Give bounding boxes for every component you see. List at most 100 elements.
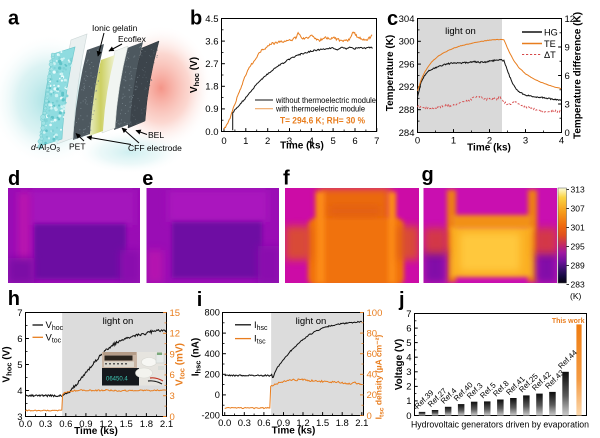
svg-text:4: 4 — [406, 353, 411, 364]
svg-text:c: c — [387, 8, 398, 30]
svg-text:T= 294.6 K; RH= 30 %: T= 294.6 K; RH= 30 % — [280, 115, 365, 125]
svg-text:0.9: 0.9 — [79, 419, 92, 430]
svg-text:313: 313 — [571, 185, 585, 195]
svg-text:7: 7 — [374, 136, 379, 147]
svg-text:295: 295 — [571, 242, 585, 252]
svg-text:without thermoelectric module: without thermoelectric module — [275, 96, 376, 105]
svg-text:Time (ks): Time (ks) — [467, 143, 511, 154]
svg-text:light on: light on — [445, 26, 476, 37]
svg-text:Vhoc (V): Vhoc (V) — [2, 346, 14, 382]
svg-text:200: 200 — [205, 370, 220, 380]
svg-text:12: 12 — [170, 329, 181, 340]
svg-text:6: 6 — [565, 71, 570, 82]
svg-text:light on: light on — [103, 316, 134, 327]
svg-text:Ecoflex: Ecoflex — [118, 34, 147, 44]
svg-text:Vhoc: Vhoc — [46, 320, 64, 332]
svg-text:7: 7 — [17, 308, 22, 319]
svg-text:HG: HG — [544, 27, 558, 37]
svg-text:d-Al2O3: d-Al2O3 — [31, 142, 60, 154]
svg-text:307: 307 — [571, 204, 585, 214]
svg-text:g: g — [422, 164, 434, 186]
svg-text:j: j — [398, 289, 405, 311]
svg-text:0: 0 — [415, 136, 420, 147]
svg-text:3.6: 3.6 — [205, 36, 218, 47]
svg-text:20: 20 — [367, 390, 378, 401]
svg-text:ΔT: ΔT — [544, 50, 556, 60]
svg-text:Ref.44: Ref.44 — [556, 348, 579, 371]
svg-text:Ionic gelatin: Ionic gelatin — [92, 23, 138, 33]
svg-text:60: 60 — [367, 349, 378, 360]
svg-text:283: 283 — [571, 280, 585, 290]
svg-text:6: 6 — [406, 323, 411, 334]
svg-text:1: 1 — [243, 136, 248, 147]
svg-text:80: 80 — [367, 328, 378, 339]
svg-text:4: 4 — [17, 386, 22, 397]
svg-text:This work: This work — [552, 318, 585, 325]
svg-text:0.9: 0.9 — [205, 104, 218, 115]
svg-text:-200: -200 — [202, 411, 220, 421]
svg-text:h: h — [8, 288, 20, 310]
svg-text:Vhoc (V): Vhoc (V) — [189, 57, 201, 93]
svg-text:Vtoc (mV): Vtoc (mV) — [175, 343, 187, 386]
svg-text:0: 0 — [215, 390, 220, 400]
svg-text:4: 4 — [559, 136, 564, 147]
svg-text:288: 288 — [399, 105, 415, 116]
svg-text:1: 1 — [406, 396, 411, 407]
svg-text:0: 0 — [170, 412, 175, 423]
svg-text:1.8: 1.8 — [336, 418, 349, 429]
svg-text:Temperature difference (K): Temperature difference (K) — [573, 12, 584, 139]
svg-text:1.2: 1.2 — [99, 419, 112, 430]
svg-text:1.5: 1.5 — [316, 418, 329, 429]
svg-text:296: 296 — [399, 59, 415, 70]
svg-text:0.9: 0.9 — [277, 418, 290, 429]
svg-text:6: 6 — [170, 370, 175, 381]
svg-text:0: 0 — [565, 128, 570, 139]
svg-text:9: 9 — [565, 42, 570, 53]
svg-text:0: 0 — [221, 136, 226, 147]
svg-text:Vtoc: Vtoc — [46, 332, 62, 344]
svg-text:i: i — [197, 289, 203, 311]
svg-text:2: 2 — [487, 136, 492, 147]
svg-text:3: 3 — [523, 136, 528, 147]
svg-text:0.3: 0.3 — [39, 419, 52, 430]
svg-text:0: 0 — [406, 411, 411, 422]
svg-text:3: 3 — [406, 367, 411, 378]
svg-text:0.6: 0.6 — [257, 418, 270, 429]
svg-text:0.3: 0.3 — [238, 418, 251, 429]
svg-text:d: d — [8, 168, 20, 190]
svg-text:with thermoelectric module: with thermoelectric module — [275, 105, 365, 114]
svg-text:Temperature (K): Temperature (K) — [385, 35, 396, 112]
svg-text:a: a — [8, 8, 20, 30]
svg-text:f: f — [283, 168, 290, 190]
svg-text:284: 284 — [399, 128, 415, 139]
svg-text:289: 289 — [571, 261, 585, 271]
svg-text:Voltage (V): Voltage (V) — [394, 339, 405, 390]
svg-text:06450.4: 06450.4 — [106, 377, 128, 383]
svg-text:2.1: 2.1 — [160, 419, 173, 430]
svg-text:1.2: 1.2 — [296, 418, 309, 429]
svg-text:2.1: 2.1 — [355, 418, 368, 429]
svg-text:15: 15 — [170, 308, 181, 319]
svg-text:light on: light on — [296, 316, 327, 327]
svg-text:1: 1 — [451, 136, 456, 147]
svg-text:3: 3 — [287, 136, 292, 147]
svg-text:0.0: 0.0 — [205, 127, 218, 138]
svg-text:BEL: BEL — [148, 130, 164, 140]
svg-text:1.8: 1.8 — [205, 82, 218, 93]
svg-text:Time (ks): Time (ks) — [280, 141, 324, 152]
svg-text:1.5: 1.5 — [120, 419, 133, 430]
svg-text:292: 292 — [399, 82, 415, 93]
svg-text:Itsc density (µA cm⁻²): Itsc density (µA cm⁻²) — [374, 335, 386, 420]
svg-text:4: 4 — [309, 136, 314, 147]
svg-text:5: 5 — [406, 338, 411, 349]
svg-text:CFF electrode: CFF electrode — [128, 143, 182, 153]
svg-text:5: 5 — [17, 360, 22, 371]
svg-text:5: 5 — [330, 136, 335, 147]
svg-text:TE: TE — [544, 39, 556, 49]
svg-text:1.8: 1.8 — [140, 419, 153, 430]
svg-text:600: 600 — [205, 328, 220, 338]
svg-text:40: 40 — [367, 370, 378, 381]
svg-text:0.6: 0.6 — [59, 419, 72, 430]
svg-text:PET: PET — [69, 142, 86, 152]
svg-text:9: 9 — [170, 349, 175, 360]
